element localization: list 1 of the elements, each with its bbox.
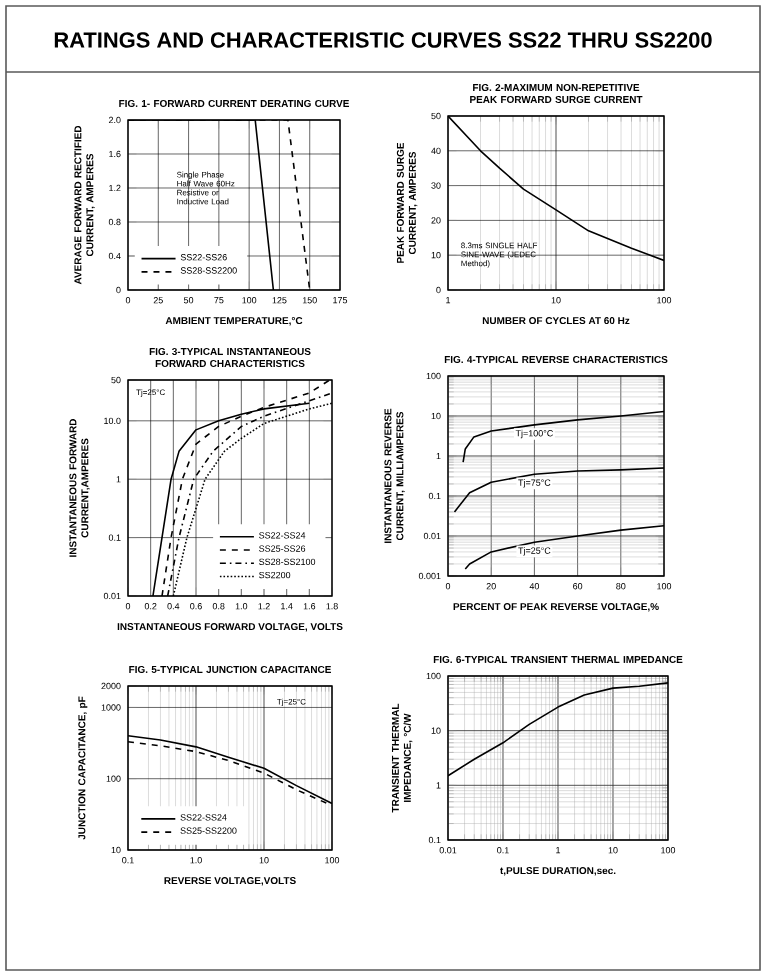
text: RATINGS AND CHARACTERISTIC CURVES SS22 THRU SS2200 (54, 32, 712, 48)
